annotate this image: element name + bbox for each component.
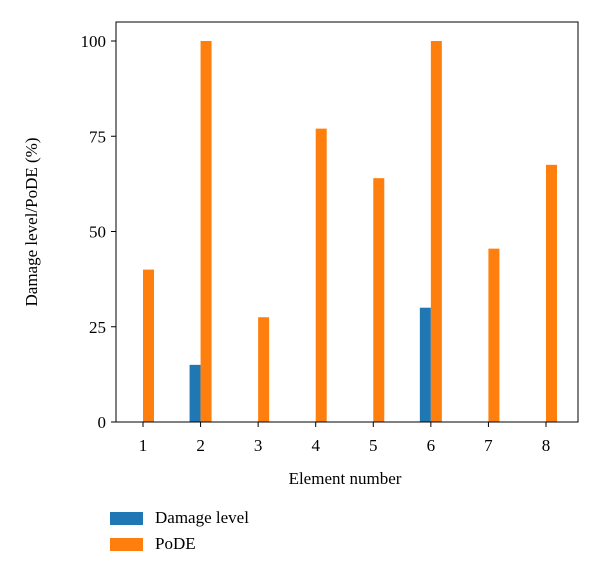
x-tick-label-6: 6 xyxy=(427,436,436,455)
x-tick-group: 1 2 3 4 5 6 7 8 xyxy=(139,422,550,455)
bar-damage-level-6 xyxy=(419,307,431,422)
legend-label-damage-level: Damage level xyxy=(155,508,249,527)
bar-pode-3 xyxy=(258,317,270,422)
y-tick-label-50: 50 xyxy=(89,223,106,242)
legend-item-pode: PoDE xyxy=(110,531,249,557)
y-tick-label-25: 25 xyxy=(89,318,106,337)
x-tick-label-1: 1 xyxy=(139,436,148,455)
x-tick-label-5: 5 xyxy=(369,436,378,455)
x-tick-label-7: 7 xyxy=(484,436,493,455)
legend-swatch-pode xyxy=(110,537,143,551)
y-axis-label: Damage level/PoDE (%) xyxy=(22,138,41,307)
x-axis-label: Element number xyxy=(289,469,402,488)
x-tick-label-4: 4 xyxy=(311,436,320,455)
y-tick-label-100: 100 xyxy=(81,32,107,51)
y-tick-label-75: 75 xyxy=(89,127,106,146)
bar-pode-2 xyxy=(200,41,212,422)
legend-swatch-damage-level xyxy=(110,511,143,525)
x-tick-label-8: 8 xyxy=(542,436,551,455)
bar-pode-8 xyxy=(545,164,557,422)
bar-pode-5 xyxy=(373,178,385,422)
x-tick-label-3: 3 xyxy=(254,436,263,455)
plot-frame xyxy=(115,21,579,423)
x-tick-label-2: 2 xyxy=(196,436,205,455)
bar-pode-1 xyxy=(143,269,154,422)
bar-chart: 1 2 3 4 5 6 7 8 0 25 50 75 100 Element number Damag… xyxy=(22,21,579,488)
bar-pode-4 xyxy=(315,128,327,422)
bar-damage-level-2 xyxy=(189,364,201,422)
legend: Damage level PoDE xyxy=(110,505,249,557)
y-tick-label-0: 0 xyxy=(98,413,107,432)
y-tick-group: 0 25 50 75 100 xyxy=(81,32,116,432)
bar-pode-6 xyxy=(430,41,442,422)
bars-group xyxy=(143,41,557,422)
legend-label-pode: PoDE xyxy=(155,534,196,553)
bar-pode-7 xyxy=(488,248,500,422)
legend-item-damage-level: Damage level xyxy=(110,505,249,531)
